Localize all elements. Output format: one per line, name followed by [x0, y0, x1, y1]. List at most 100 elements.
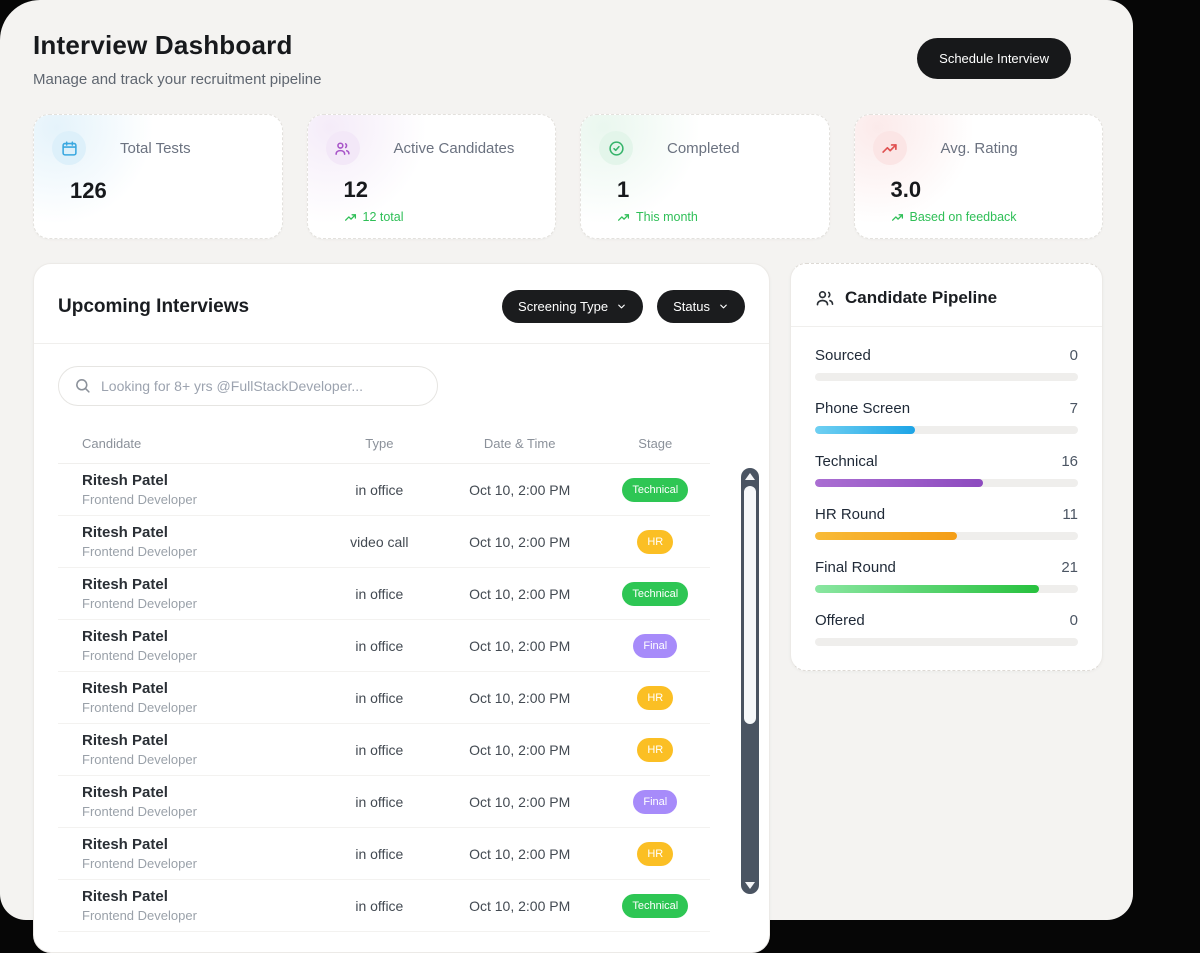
- dashboard-panel: Interview Dashboard Manage and track you…: [0, 0, 1133, 953]
- table-row[interactable]: Ritesh Patel Frontend Developer in offic…: [58, 620, 710, 672]
- check-circle-icon: [599, 131, 633, 165]
- candidate-name: Ritesh Patel: [82, 836, 168, 853]
- stage-label: Final Round: [815, 559, 896, 576]
- interview-datetime: Oct 10, 2:00 PM: [469, 741, 571, 758]
- candidate-name: Ritesh Patel: [82, 732, 168, 749]
- interview-datetime: Oct 10, 2:00 PM: [469, 897, 571, 914]
- interviews-table: Candidate Type Date & Time Stage Ritesh …: [58, 426, 710, 932]
- stage-count: 7: [1069, 400, 1078, 417]
- users-icon: [816, 290, 834, 306]
- candidate-role: Frontend Developer: [82, 856, 197, 871]
- scroll-down-arrow[interactable]: [745, 882, 755, 889]
- stat-card-avg-rating: Avg. Rating 3.0 Based on feedback: [853, 114, 1103, 239]
- stage-badge: HR: [637, 841, 674, 866]
- pipeline-list: Sourced 0 Phone Screen 7 Technical 16 HR…: [791, 327, 1102, 670]
- table-row[interactable]: Ritesh Patel Frontend Developer in offic…: [58, 672, 710, 724]
- column-type: Type: [365, 436, 394, 451]
- candidate-role: Frontend Developer: [82, 804, 197, 819]
- stat-sub: 12 total: [344, 210, 538, 224]
- search-input[interactable]: [58, 366, 438, 406]
- candidate-role: Frontend Developer: [82, 648, 197, 663]
- candidate-name: Ritesh Patel: [82, 784, 168, 801]
- stage-progress-track: [815, 532, 1078, 540]
- upcoming-interviews-title: Upcoming Interviews: [58, 295, 250, 317]
- scroll-up-arrow[interactable]: [745, 473, 755, 480]
- stage-badge: Final: [633, 789, 678, 814]
- candidate-role: Frontend Developer: [82, 908, 197, 923]
- stage-progress-track: [815, 585, 1078, 593]
- interview-datetime: Oct 10, 2:00 PM: [469, 533, 571, 550]
- table-row[interactable]: Ritesh Patel Frontend Developer in offic…: [58, 724, 710, 776]
- column-stage: Stage: [638, 436, 673, 451]
- scrollbar-thumb[interactable]: [744, 486, 756, 724]
- stat-card-total-tests: Total Tests 126: [33, 114, 283, 239]
- chevron-down-icon: [720, 304, 727, 309]
- interview-type: in office: [355, 741, 404, 758]
- interview-datetime: Oct 10, 2:00 PM: [469, 481, 571, 498]
- schedule-interview-button[interactable]: Schedule Interview: [917, 38, 1071, 79]
- candidate-role: Frontend Developer: [82, 544, 197, 559]
- candidate-name: Ritesh Patel: [82, 524, 168, 541]
- interview-datetime: Oct 10, 2:00 PM: [469, 689, 571, 706]
- pipeline-stage: Final Round 21: [815, 559, 1078, 593]
- stage-count: 21: [1061, 559, 1078, 576]
- table-row[interactable]: Ritesh Patel Frontend Developer in offic…: [58, 568, 710, 620]
- trending-up-icon: [617, 213, 630, 221]
- table-row[interactable]: Ritesh Patel Frontend Developer in offic…: [58, 828, 710, 880]
- stat-card-active-candidates: Active Candidates 12 12 total: [306, 114, 556, 239]
- page-header: Interview Dashboard Manage and track you…: [33, 30, 1103, 88]
- stage-progress-track: [815, 426, 1078, 434]
- stat-label: Active Candidates: [393, 139, 515, 157]
- stat-value: 12: [343, 177, 368, 202]
- interview-datetime: Oct 10, 2:00 PM: [469, 793, 571, 810]
- stat-value: 126: [70, 178, 107, 203]
- candidate-name: Ritesh Patel: [82, 628, 168, 645]
- interview-type: in office: [355, 793, 404, 810]
- interview-datetime: Oct 10, 2:00 PM: [469, 637, 571, 654]
- stat-value: 1: [617, 177, 630, 202]
- stage-count: 0: [1069, 347, 1078, 364]
- table-scrollbar[interactable]: [741, 468, 759, 894]
- stage-count: 16: [1061, 453, 1078, 470]
- stage-progress-fill: [815, 426, 915, 434]
- stats-row: Total Tests 126 Active Candidates 12: [33, 114, 1103, 239]
- stage-progress-track: [815, 638, 1078, 646]
- status-filter[interactable]: Status: [657, 290, 745, 323]
- stage-label: HR Round: [815, 506, 886, 523]
- search-icon: [74, 377, 91, 399]
- calendar-icon: [52, 131, 86, 165]
- stage-progress-track: [815, 373, 1078, 381]
- stat-card-completed: Completed 1 This month: [580, 114, 830, 239]
- stage-badge: Technical: [622, 477, 689, 502]
- interview-type: video call: [350, 533, 409, 550]
- table-row[interactable]: Ritesh Patel Frontend Developer in offic…: [58, 880, 710, 932]
- stage-label: Sourced: [815, 347, 871, 364]
- pipeline-title: Candidate Pipeline: [845, 288, 998, 307]
- candidate-name: Ritesh Patel: [82, 576, 168, 593]
- stage-badge: Technical: [622, 581, 689, 606]
- stage-badge: HR: [637, 737, 674, 762]
- stage-label: Technical: [815, 453, 878, 470]
- column-datetime: Date & Time: [483, 436, 556, 451]
- candidate-name: Ritesh Patel: [82, 888, 168, 905]
- stat-sub: This month: [617, 210, 811, 224]
- table-row[interactable]: Ritesh Patel Frontend Developer in offic…: [58, 464, 710, 516]
- screening-type-filter[interactable]: Screening Type: [502, 290, 644, 323]
- stage-badge: Technical: [622, 893, 689, 918]
- pipeline-stage: Offered 0: [815, 612, 1078, 646]
- stage-progress-fill: [815, 532, 958, 540]
- candidate-name: Ritesh Patel: [82, 472, 168, 489]
- pipeline-stage: Sourced 0: [815, 347, 1078, 381]
- column-candidate: Candidate: [82, 436, 142, 451]
- interview-type: in office: [355, 481, 404, 498]
- trending-up-icon: [891, 213, 903, 221]
- stat-value: 3.0: [890, 177, 922, 202]
- pipeline-stage: Phone Screen 7: [815, 400, 1078, 434]
- pipeline-stage: HR Round 11: [815, 506, 1078, 540]
- interview-type: in office: [355, 637, 404, 654]
- stage-badge: Final: [633, 633, 678, 658]
- stage-label: Phone Screen: [815, 400, 911, 417]
- table-row[interactable]: Ritesh Patel Frontend Developer video ca…: [58, 516, 710, 568]
- candidate-name: Ritesh Patel: [82, 680, 168, 697]
- table-row[interactable]: Ritesh Patel Frontend Developer in offic…: [58, 776, 710, 828]
